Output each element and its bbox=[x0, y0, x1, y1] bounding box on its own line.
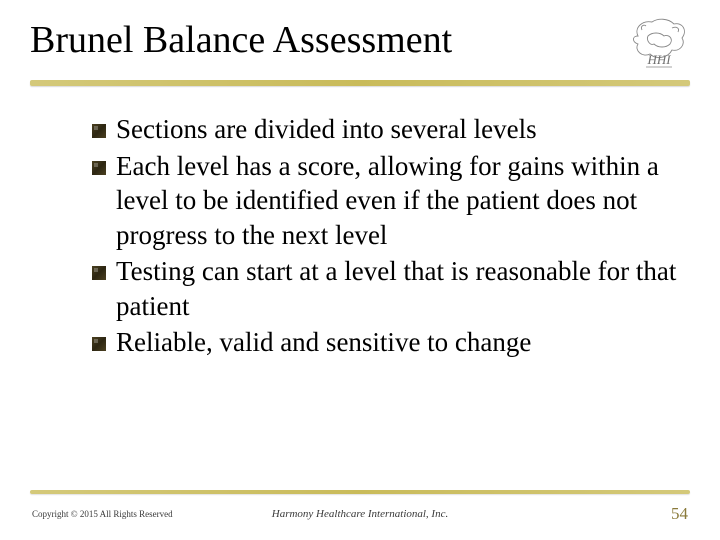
title-row: Brunel Balance Assessment HHI bbox=[30, 20, 690, 72]
bullet-text: Reliable, valid and sensitive to change bbox=[116, 325, 531, 360]
footer: Copyright © 2015 All Rights Reserved Har… bbox=[0, 500, 720, 528]
hhi-logo: HHI bbox=[628, 14, 690, 72]
title-divider bbox=[30, 80, 690, 86]
slide: Brunel Balance Assessment HHI Sections a… bbox=[0, 0, 720, 540]
footer-divider bbox=[30, 490, 690, 494]
bullet-icon bbox=[92, 161, 106, 175]
page-title: Brunel Balance Assessment bbox=[30, 20, 452, 62]
list-item: Each level has a score, allowing for gai… bbox=[92, 149, 684, 253]
logo-text: HHI bbox=[646, 52, 671, 67]
bullet-text: Sections are divided into several levels bbox=[116, 112, 537, 147]
list-item: Testing can start at a level that is rea… bbox=[92, 254, 684, 323]
copyright-text: Copyright © 2015 All Rights Reserved bbox=[32, 509, 173, 519]
bullet-text: Testing can start at a level that is rea… bbox=[116, 254, 684, 323]
bullet-text: Each level has a score, allowing for gai… bbox=[116, 149, 684, 253]
company-name: Harmony Healthcare International, Inc. bbox=[272, 508, 448, 520]
dove-icon: HHI bbox=[628, 14, 690, 72]
list-item: Sections are divided into several levels bbox=[92, 112, 684, 147]
bullet-icon bbox=[92, 266, 106, 280]
list-item: Reliable, valid and sensitive to change bbox=[92, 325, 684, 360]
bullet-icon bbox=[92, 124, 106, 138]
page-number: 54 bbox=[671, 504, 688, 524]
bullet-icon bbox=[92, 337, 106, 351]
bullet-list: Sections are divided into several levels… bbox=[30, 112, 690, 360]
